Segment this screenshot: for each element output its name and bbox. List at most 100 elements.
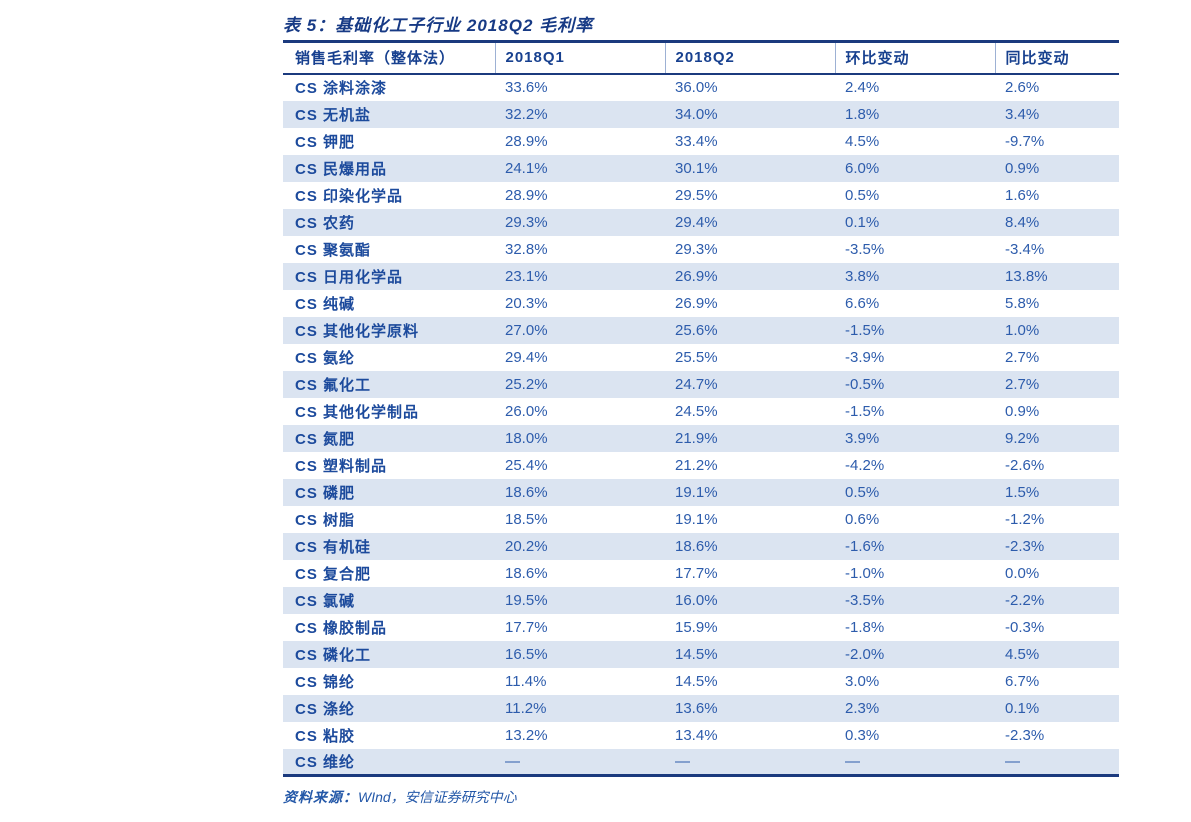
row-label-cell: CS 无机盐 (295, 106, 372, 124)
row-label-cell: CS 有机硅 (295, 538, 372, 556)
row-label-cell: CS 涤纶 (295, 700, 356, 718)
value-cell: 2.6% (1005, 79, 1040, 96)
value-cell: 18.0% (505, 429, 548, 447)
value-cell: 30.1% (675, 159, 718, 177)
row-label-cell: CS 其他化学原料 (295, 322, 420, 340)
table-title: 表 5：基础化工子行业 2018Q2 毛利率 (283, 16, 594, 35)
value-cell: -1.2% (1005, 510, 1045, 528)
row-label-cell: CS 粘胶 (295, 727, 356, 745)
table-row: CS 橡胶制品 17.7% 15.9% -1.8% -0.3% (283, 613, 1119, 641)
row-label-cell: CS 农药 (295, 214, 356, 232)
value-cell: 11.2% (505, 699, 547, 717)
gross-margin-table: 销售毛利率（整体法） 2018Q1 2018Q2 环比变动 同比变动 CS 涂料… (283, 40, 1119, 777)
value-cell: -0.5% (845, 375, 885, 393)
row-label-cell: CS 聚氨酯 (295, 241, 372, 259)
table-row: CS 无机盐 32.2% 34.0% 1.8% 3.4% (283, 100, 1119, 128)
value-cell: 1.0% (1005, 321, 1040, 339)
value-cell: 19.5% (505, 591, 548, 609)
value-cell: -1.5% (845, 321, 885, 339)
value-cell: 0.5% (845, 186, 880, 204)
row-label-cell: CS 氟化工 (295, 376, 372, 394)
table-row: CS 树脂 18.5% 19.1% 0.6% -1.2% (283, 505, 1119, 533)
value-cell: 0.9% (1005, 402, 1040, 420)
row-label-cell: CS 塑料制品 (295, 457, 388, 475)
value-cell: -0.3% (1005, 618, 1045, 636)
value-cell: 14.5% (675, 645, 718, 663)
value-cell: 19.1% (675, 510, 718, 528)
row-label-cell: CS 锦纶 (295, 673, 356, 691)
value-cell: 23.1% (505, 267, 548, 285)
table-row: CS 氮肥 18.0% 21.9% 3.9% 9.2% (283, 424, 1119, 452)
value-cell: 13.6% (675, 699, 718, 717)
value-cell: 16.0% (675, 591, 718, 609)
value-cell: 32.2% (505, 105, 548, 123)
value-cell: 8.4% (1005, 213, 1040, 231)
value-cell: -1.5% (845, 402, 885, 420)
table-header-row: 销售毛利率（整体法） 2018Q1 2018Q2 环比变动 同比变动 (283, 41, 1119, 75)
value-cell: 3.4% (1005, 105, 1040, 123)
value-cell: 25.5% (675, 348, 718, 366)
value-cell: 3.9% (845, 429, 880, 447)
value-cell: 6.7% (1005, 672, 1040, 690)
value-cell: 11.4% (505, 672, 547, 690)
value-cell: 26.9% (675, 267, 718, 285)
table-row: CS 聚氨酯 32.8% 29.3% -3.5% -3.4% (283, 235, 1119, 263)
table-row: CS 锦纶 11.4% 14.5% 3.0% 6.7% (283, 667, 1119, 695)
table-row: CS 氟化工 25.2% 24.7% -0.5% 2.7% (283, 370, 1119, 398)
value-cell: 33.6% (505, 79, 548, 96)
value-cell: 19.1% (675, 483, 718, 501)
value-cell: 20.2% (505, 537, 548, 555)
value-cell: 36.0% (675, 79, 718, 96)
value-cell: 25.2% (505, 375, 548, 393)
table-row: CS 氯碱 19.5% 16.0% -3.5% -2.2% (283, 586, 1119, 614)
value-cell: 0.5% (845, 483, 880, 501)
value-cell: — (505, 752, 520, 770)
value-cell: 5.8% (1005, 294, 1040, 312)
row-label-cell: CS 日用化学品 (295, 268, 404, 286)
value-cell: 6.0% (845, 159, 880, 177)
value-cell: 6.6% (845, 294, 880, 312)
value-cell: 24.7% (675, 375, 718, 393)
value-cell: 26.9% (675, 294, 718, 312)
value-cell: — (675, 752, 690, 770)
value-cell: -2.3% (1005, 726, 1045, 744)
value-cell: 4.5% (1005, 645, 1040, 663)
value-cell: 4.5% (845, 132, 880, 150)
value-cell: 29.3% (505, 213, 548, 231)
table-row: CS 纯碱 20.3% 26.9% 6.6% 5.8% (283, 289, 1119, 317)
value-cell: 29.4% (505, 348, 548, 366)
value-cell: 27.0% (505, 321, 548, 339)
value-cell: 29.5% (675, 186, 718, 204)
value-cell: 9.2% (1005, 429, 1040, 447)
table-row: CS 钾肥 28.9% 33.4% 4.5% -9.7% (283, 127, 1119, 155)
value-cell: -2.3% (1005, 537, 1045, 555)
row-label-cell: CS 氨纶 (295, 349, 356, 367)
row-label-cell: CS 民爆用品 (295, 160, 388, 178)
row-label-cell: CS 复合肥 (295, 565, 372, 583)
column-header-2018q2: 2018Q2 (664, 41, 835, 75)
column-header-yoy: 同比变动 (994, 41, 1119, 75)
table-row: CS 民爆用品 24.1% 30.1% 6.0% 0.9% (283, 154, 1119, 182)
value-cell: 29.4% (675, 213, 718, 231)
value-cell: 13.2% (505, 726, 548, 744)
table-row: CS 复合肥 18.6% 17.7% -1.0% 0.0% (283, 559, 1119, 587)
row-label-cell: CS 磷肥 (295, 484, 356, 502)
row-label-cell: CS 氮肥 (295, 430, 356, 448)
value-cell: 13.8% (1005, 267, 1048, 285)
value-cell: -2.2% (1005, 591, 1045, 609)
value-cell: 24.1% (505, 159, 548, 177)
column-header-2018q1: 2018Q1 (494, 41, 665, 75)
table-row: CS 印染化学品 28.9% 29.5% 0.5% 1.6% (283, 181, 1119, 209)
table-body: CS 涂料涂漆 33.6% 36.0% 2.4% 2.6% CS 无机盐 32.2% 34.0… (283, 73, 1119, 776)
table-row: CS 农药 29.3% 29.4% 0.1% 8.4% (283, 208, 1119, 236)
table-row: CS 涂料涂漆 33.6% 36.0% 2.4% 2.6% (283, 73, 1119, 101)
value-cell: 2.7% (1005, 375, 1040, 393)
value-cell: 2.4% (845, 79, 880, 96)
value-cell: 29.3% (675, 240, 718, 258)
value-cell: 26.0% (505, 402, 548, 420)
row-label-cell: CS 其他化学制品 (295, 403, 420, 421)
value-cell: 18.5% (505, 510, 548, 528)
value-cell: -1.8% (845, 618, 885, 636)
value-cell: — (1005, 752, 1020, 770)
value-cell: 14.5% (675, 672, 718, 690)
